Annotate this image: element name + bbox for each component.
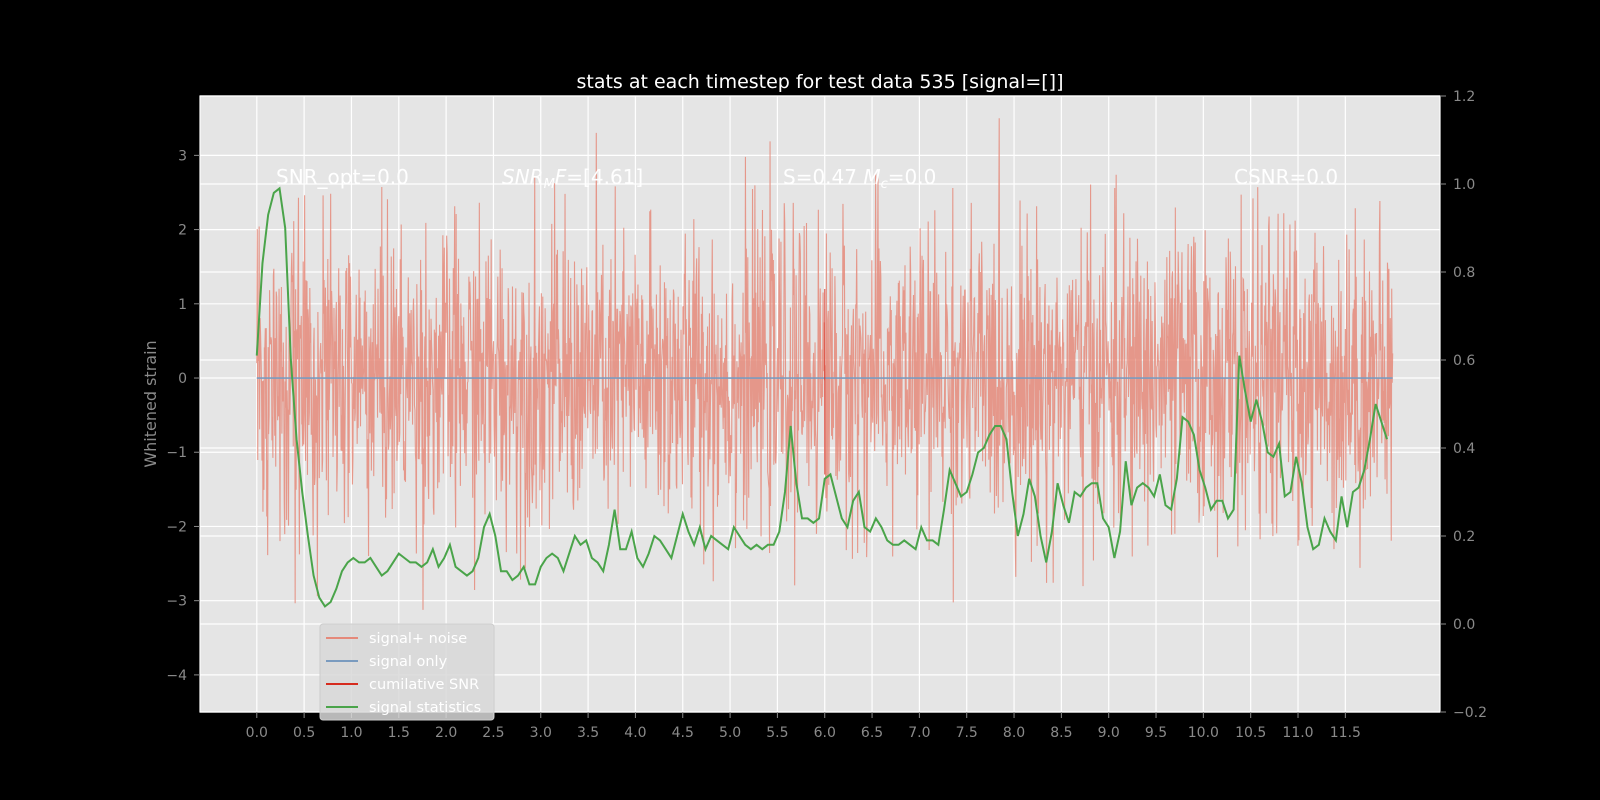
x-tick-label-18: 9.0 [1098,725,1120,741]
y-right-tick-label-4: 0.4 [1453,441,1475,457]
x-tick-label-15: 7.5 [956,725,978,741]
annotations: SNR_opt=0.0 SNRMF=[4.61] S=0.47 Mc=0.0 CSNR… [276,165,1338,192]
x-tick-label-13: 6.5 [861,725,883,741]
axes: 0.0 0.5 1.0 1.5 2.0 2.5 3.0 3.5 4.0 4.5 5.0 5.5 6.0 6… [166,89,1487,741]
y-right-tick-label-0: 1.2 [1453,89,1475,105]
y-left-tick-label-3: 0 [178,371,187,387]
x-tick-label-5: 2.5 [482,725,504,741]
x-tick-label-14: 7.0 [908,725,930,741]
y-right-tick-label-2: 0.8 [1453,265,1475,281]
y-left-tick-label-5: −2 [166,519,187,535]
x-tick-label-8: 4.0 [624,725,646,741]
annotation-s-mc: S=0.47 Mc=0.0 [783,165,936,192]
annotation-snr-mf: SNRMF=[4.61] [502,165,643,192]
annotation-csnr: CSNR=0.0 [1234,165,1338,189]
y-right-tick-label-3: 0.6 [1453,353,1475,369]
x-tick-label-0: 0.0 [246,725,268,741]
x-tick-label-6: 3.0 [530,725,552,741]
x-tick-label-16: 8.0 [1003,725,1025,741]
series-signal-statistics [255,186,1388,608]
legend-label-0: signal+ noise [369,631,467,647]
y-left-tick-label-6: −3 [166,594,187,610]
x-tick-label-21: 10.5 [1235,725,1266,741]
x-tick-label-11: 5.5 [766,725,788,741]
x-tick-label-22: 11.0 [1282,725,1313,741]
legend-label-1: signal only [369,654,448,670]
y-left-tick-label-4: −1 [166,445,187,461]
y-right-tick-label-5: 0.2 [1453,529,1475,545]
chart-title: stats at each timestep for test data 535… [576,71,1063,93]
annotation-snr-opt: SNR_opt=0.0 [276,165,409,189]
x-tick-label-10: 5.0 [719,725,741,741]
y-axis-label: Whitened strain [141,340,160,467]
x-tick-label-17: 8.5 [1050,725,1072,741]
legend-label-2: cumilative SNR [369,677,479,693]
line-series [255,186,1393,608]
axes-frame [199,95,1441,713]
y-left-tick-label-0: 3 [178,148,187,164]
y-right-tick-label-7: −0.2 [1453,705,1487,721]
x-tick-label-3: 1.5 [388,725,410,741]
x-tick-label-20: 10.0 [1188,725,1219,741]
legend-label-3: signal statistics [369,700,481,716]
y-right-tick-label-1: 1.0 [1453,177,1475,193]
y-left-tick-label-2: 1 [178,297,187,313]
legend-box [319,623,495,721]
x-tick-label-19: 9.5 [1145,725,1167,741]
x-tick-label-2: 1.0 [340,725,362,741]
x-tick-label-23: 11.5 [1330,725,1361,741]
x-tick-label-1: 0.5 [293,725,315,741]
y-left-tick-label-1: 2 [178,223,187,239]
x-tick-label-7: 3.5 [577,725,599,741]
legend: signal+ noise signal only cumilative SNR si… [319,623,495,721]
y-left-tick-label-7: −4 [166,668,187,684]
x-tick-label-9: 4.5 [672,725,694,741]
plot-area [200,96,1440,712]
x-tick-label-4: 2.0 [435,725,457,741]
x-tick-label-12: 6.0 [814,725,836,741]
y-right-tick-label-6: 0.0 [1453,617,1475,633]
